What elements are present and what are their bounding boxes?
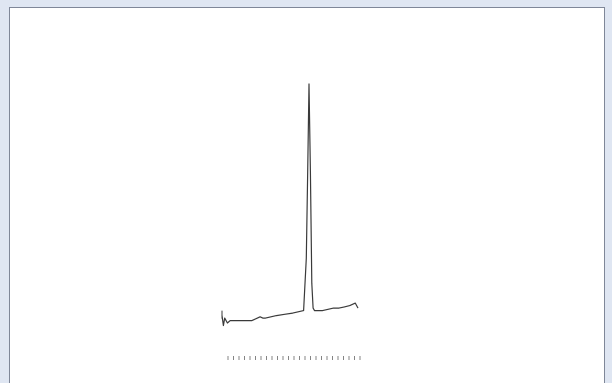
chart-panel [9,7,605,383]
chromatogram-chart [221,83,361,360]
series-line-0 [221,83,359,327]
